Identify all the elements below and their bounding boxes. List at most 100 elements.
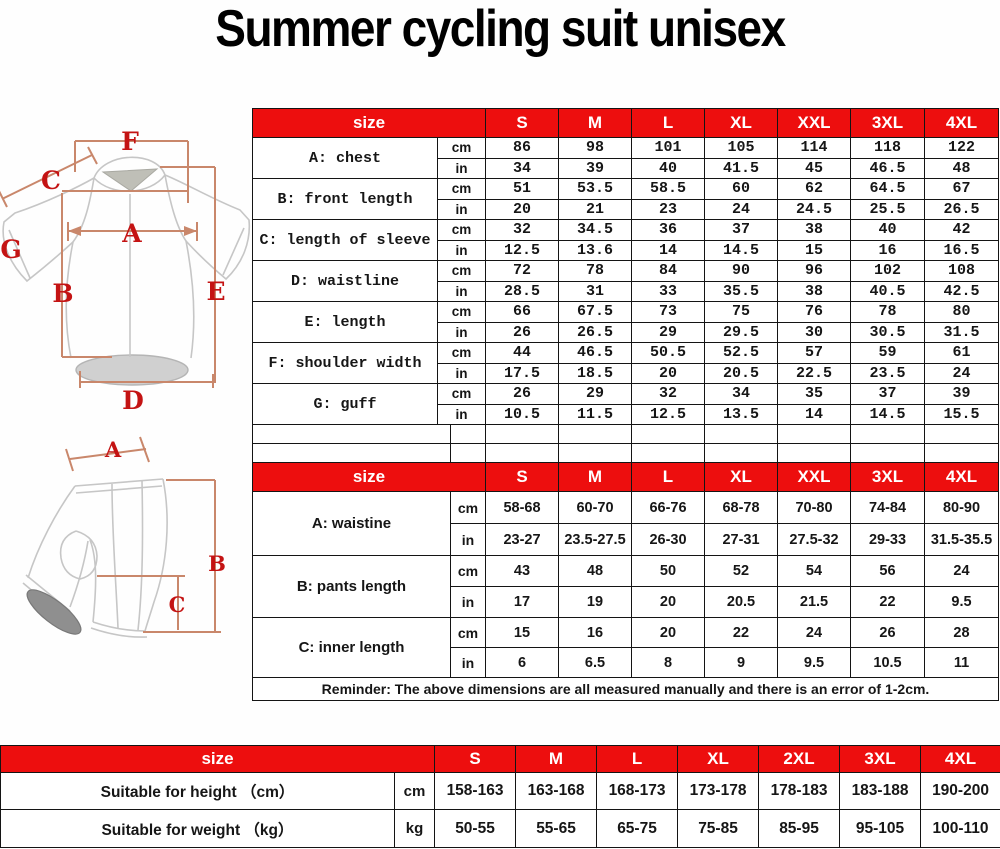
value-cell: 9 (704, 647, 778, 678)
jersey-measurements: F C A G B E D (0, 127, 226, 415)
value-cell: 78 (558, 260, 633, 282)
value-cell: 20 (631, 617, 705, 648)
size-col-header: XL (677, 745, 760, 773)
value-cell: 20 (485, 198, 560, 220)
size-col-header: XL (704, 462, 778, 492)
value-cell: 40.5 (850, 280, 926, 302)
value-cell: 108 (924, 260, 1000, 282)
spacer-cell (924, 443, 999, 463)
value-cell: 29-33 (850, 523, 925, 556)
size-col-header: S (434, 745, 517, 773)
table-row: F: shoulder width cm 44 46.5 50.5 52.5 57 59 61 (252, 342, 1000, 384)
value-cell: 9.5 (777, 647, 851, 678)
value-cell: 35 (777, 383, 852, 405)
value-cell: 31.5-35.5 (924, 523, 999, 556)
value-cell: 42.5 (924, 280, 1000, 302)
row-label: Suitable for height （cm） (0, 772, 395, 810)
value-cell: 6 (485, 647, 559, 678)
value-cell: 40 (850, 219, 926, 241)
unit-label: in (436, 321, 487, 343)
value-cell: 98 (558, 137, 633, 159)
spacer-cell (558, 443, 632, 463)
value-cell: 45 (777, 157, 852, 179)
value-cell: 15 (777, 239, 852, 261)
value-cell: 70-80 (777, 491, 851, 524)
size-col-header: 2XL (758, 745, 841, 773)
value-cell: 41.5 (704, 157, 779, 179)
size-col-header: S (485, 462, 559, 492)
row-label: E: length (252, 301, 438, 343)
spacer-cell (485, 424, 559, 444)
table-row: in 17.5 18.5 20 20.5 22.5 23.5 24 (253, 362, 1000, 384)
size-col-header: L (631, 462, 705, 492)
value-cell: 67 (924, 178, 1000, 200)
header-row: size S M L XL XXL 3XL 4XL (251, 108, 1000, 138)
spacer-cell (777, 424, 851, 444)
value-cell: 24 (924, 362, 1000, 384)
spacer-cell (850, 443, 925, 463)
value-cell: 62 (777, 178, 852, 200)
value-cell: 23-27 (485, 523, 559, 556)
shorts-letter-B: B (208, 551, 226, 576)
value-cell: 48 (558, 555, 632, 587)
value-cell: 95-105 (839, 809, 922, 848)
size-col-header: XL (704, 108, 779, 138)
value-cell: 85-95 (758, 809, 841, 848)
value-cell: 118 (850, 137, 926, 159)
value-cell: 26 (485, 321, 560, 343)
value-cell: 74-84 (850, 491, 925, 524)
value-cell: 51 (485, 178, 560, 200)
unit-label: cm (450, 555, 486, 587)
value-cell: 27.5-32 (777, 523, 851, 556)
value-cell: 36 (631, 219, 706, 241)
value-cell: 57 (777, 342, 852, 364)
size-col-header: L (596, 745, 679, 773)
table-row: D: waistline cm 72 78 84 90 96 102 108 (252, 260, 1000, 302)
value-cell: 13.5 (704, 403, 779, 425)
spacer-cell (252, 424, 451, 444)
table-row: G: guff cm 26 29 32 34 35 37 39 (252, 383, 1000, 425)
unit-label: in (436, 198, 487, 220)
value-cell: 46.5 (850, 157, 926, 179)
value-cell: 65-75 (596, 809, 679, 848)
value-cell: 30.5 (850, 321, 926, 343)
value-cell: 31 (558, 280, 633, 302)
header-row: size S M L XL XXL 3XL 4XL (252, 462, 999, 492)
value-cell: 31.5 (924, 321, 1000, 343)
value-cell: 6.5 (558, 647, 632, 678)
value-cell: 20 (631, 586, 705, 618)
table-row: C: inner length cm 15 16 20 22 24 26 28 (252, 617, 999, 678)
size-col-header: M (558, 108, 633, 138)
unit-label: cm (436, 178, 487, 200)
spacer-cell (924, 424, 999, 444)
spacer-row (252, 424, 999, 444)
value-cell: 58.5 (631, 178, 706, 200)
size-col-header: XXL (777, 108, 852, 138)
value-cell: 12.5 (631, 403, 706, 425)
value-cell: 23 (631, 198, 706, 220)
row-label: C: length of sleeve (252, 219, 438, 261)
spacer-cell (485, 443, 559, 463)
value-cell: 26-30 (631, 523, 705, 556)
value-cell: 46.5 (558, 342, 633, 364)
value-cell: 24.5 (777, 198, 852, 220)
value-cell: 37 (850, 383, 926, 405)
unit-label: in (436, 403, 487, 425)
value-cell: 86 (485, 137, 560, 159)
value-cell: 163-168 (515, 772, 598, 810)
size-col-header: 3XL (839, 745, 922, 773)
value-cell: 56 (850, 555, 925, 587)
value-cell: 34 (485, 157, 560, 179)
value-cell: 16.5 (924, 239, 1000, 261)
table-row: in 10.5 11.5 12.5 13.5 14 14.5 15.5 (253, 403, 1000, 425)
unit-label: cm (436, 137, 487, 159)
jersey-letter-B: B (52, 279, 73, 308)
fit-size-table: size S M L XL 2XL 3XL 4XL Suitable for height （c… (0, 745, 1000, 848)
value-cell: 14 (777, 403, 852, 425)
value-cell: 60-70 (558, 491, 632, 524)
value-cell: 24 (924, 555, 999, 587)
size-col-header: M (515, 745, 598, 773)
table-row: Suitable for weight （kg） kg 50-55 55-65 65-7… (0, 809, 1000, 848)
row-label: B: front length (252, 178, 438, 220)
value-cell: 26 (850, 617, 925, 648)
